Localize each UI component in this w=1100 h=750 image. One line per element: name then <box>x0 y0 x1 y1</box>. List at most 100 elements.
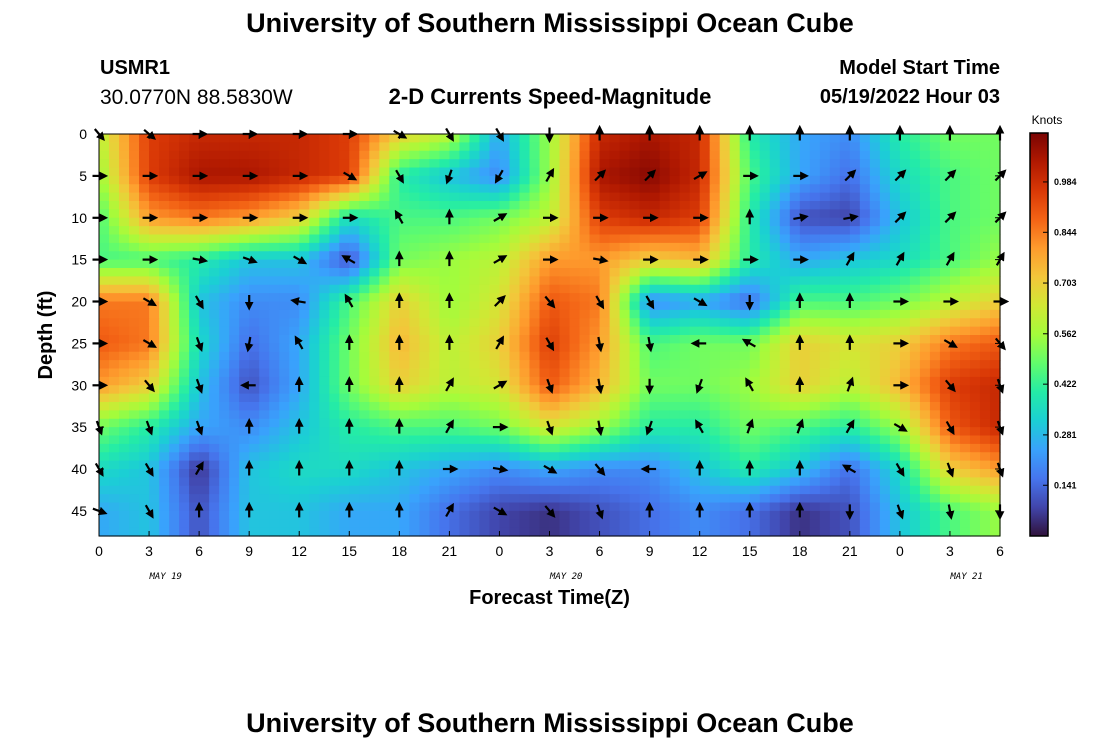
heatmap-cell <box>309 510 320 520</box>
heatmap-cell <box>479 469 491 478</box>
heatmap-cell <box>829 175 841 185</box>
heatmap-cell <box>699 393 711 403</box>
heatmap-cell <box>499 427 511 437</box>
heatmap-cell <box>379 469 390 478</box>
heatmap-cell <box>929 435 941 445</box>
heatmap-cell <box>689 485 701 495</box>
heatmap-cell <box>589 259 601 269</box>
heatmap-cell <box>859 427 871 437</box>
heatmap-cell <box>909 385 921 395</box>
heatmap-cell <box>889 184 901 194</box>
heatmap-cell <box>839 217 851 227</box>
heatmap-cell <box>279 360 290 370</box>
heatmap-cell <box>459 427 471 437</box>
heatmap-cell <box>639 309 651 319</box>
heatmap-cell <box>969 402 981 411</box>
heatmap-cell <box>689 443 701 453</box>
heatmap-cell <box>419 351 430 361</box>
heatmap-cell <box>809 494 821 504</box>
heatmap-cell <box>109 527 120 537</box>
heatmap-cell <box>369 418 380 428</box>
heatmap-cell <box>399 192 410 202</box>
heatmap-cell <box>359 402 370 411</box>
heatmap-cell <box>349 477 360 487</box>
heatmap-cell <box>389 360 400 370</box>
heatmap-cell <box>399 385 410 395</box>
heatmap-cell <box>509 510 521 520</box>
heatmap-cell <box>749 276 761 286</box>
heatmap-cell <box>849 510 861 520</box>
heatmap-cell <box>719 301 731 311</box>
heatmap-cell <box>949 502 961 512</box>
heatmap-cell <box>919 192 931 202</box>
heatmap-cell <box>479 175 491 185</box>
heatmap-cell <box>369 309 380 319</box>
heatmap-cell <box>549 201 561 210</box>
heatmap-cell <box>639 184 651 194</box>
heatmap-cell <box>119 435 130 445</box>
current-arrow <box>145 420 154 436</box>
heatmap-cell <box>239 452 250 462</box>
heatmap-cell <box>229 418 240 428</box>
heatmap-cell <box>689 502 701 512</box>
heatmap-cell <box>469 351 481 361</box>
heatmap-cell <box>729 201 741 210</box>
heatmap-cell <box>719 293 731 303</box>
heatmap-cell <box>689 175 701 185</box>
heatmap-cell <box>149 351 160 361</box>
heatmap-cell <box>159 175 170 185</box>
heatmap-cell <box>769 276 781 286</box>
heatmap-cell <box>859 485 871 495</box>
heatmap-cell <box>769 259 781 269</box>
heatmap-cell <box>639 351 651 361</box>
heatmap-cell <box>559 142 571 152</box>
heatmap-cell <box>119 209 130 219</box>
heatmap-cell <box>179 201 190 210</box>
heatmap-cell <box>789 460 801 470</box>
heatmap-cell <box>519 527 531 537</box>
heatmap-cell <box>559 494 571 504</box>
heatmap-cell <box>369 159 380 169</box>
heatmap-cell <box>319 293 330 303</box>
heatmap-cell <box>789 301 801 311</box>
heatmap-cell <box>979 318 991 328</box>
heatmap-cell <box>419 477 430 487</box>
heatmap-cell <box>489 335 501 344</box>
heatmap-cell <box>129 268 140 277</box>
heatmap-cell <box>719 134 731 143</box>
heatmap-cell <box>149 142 160 152</box>
heatmap-cell <box>419 309 430 319</box>
heatmap-cell <box>869 485 881 495</box>
heatmap-cell <box>339 284 350 294</box>
heatmap-cell <box>619 427 631 437</box>
heatmap-cell <box>489 485 501 495</box>
heatmap-cell <box>449 485 460 495</box>
heatmap-cell <box>469 184 481 194</box>
heatmap-cell <box>289 184 300 194</box>
heatmap-cell <box>739 293 751 303</box>
heatmap-cell <box>959 201 971 210</box>
heatmap-cell <box>919 326 931 336</box>
heatmap-cell <box>919 477 931 487</box>
heatmap-cell <box>799 309 811 319</box>
heatmap-cell <box>309 351 320 361</box>
heatmap-cell <box>349 393 360 403</box>
heatmap-cell <box>219 251 230 261</box>
heatmap-cell <box>289 134 300 143</box>
heatmap-cell <box>489 469 501 478</box>
heatmap-cell <box>809 134 821 143</box>
heatmap-cell <box>709 443 721 453</box>
current-arrow <box>944 169 957 182</box>
heatmap-cell <box>309 410 320 420</box>
heatmap-cell <box>339 217 350 227</box>
heatmap-cell <box>759 402 771 411</box>
heatmap-cell <box>789 385 801 395</box>
heatmap-cell <box>989 485 1001 495</box>
heatmap-cell <box>949 326 961 336</box>
heatmap-cell <box>509 209 521 219</box>
heatmap-cell <box>429 217 440 227</box>
heatmap-cell <box>619 494 631 504</box>
heatmap-cell <box>639 510 651 520</box>
heatmap-cell <box>489 410 501 420</box>
heatmap-cell <box>659 477 671 487</box>
